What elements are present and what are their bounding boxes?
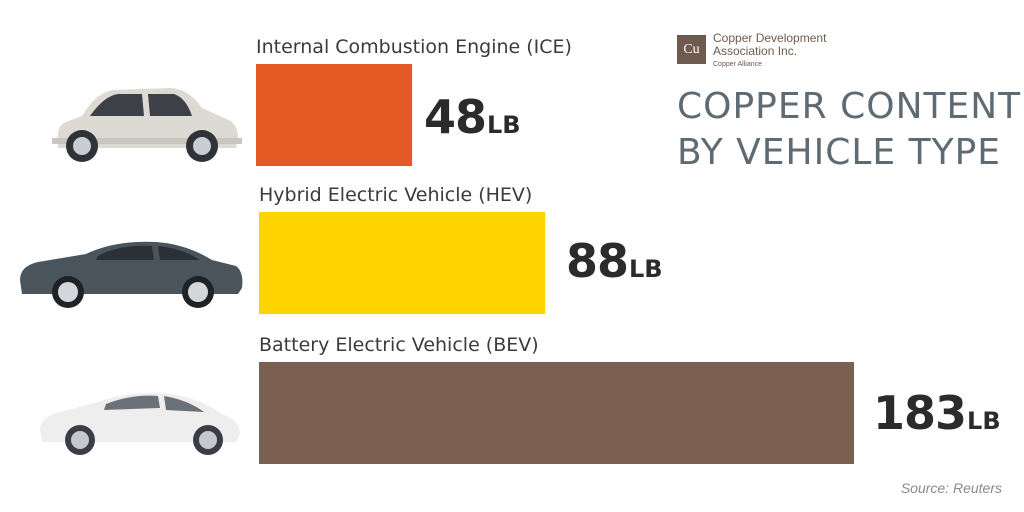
- value-number-bev: 183: [873, 386, 967, 440]
- hatchback-car-icon: [52, 88, 242, 162]
- chart-title: COPPER CONTENT BY VEHICLE TYPE: [677, 84, 1021, 176]
- value-number-hev: 88: [566, 234, 629, 288]
- value-unit-bev: LB: [967, 407, 1001, 435]
- chart-title-line2: BY VEHICLE TYPE: [677, 132, 1002, 173]
- bar-hev: [259, 212, 546, 314]
- sports-sedan-car-icon: [40, 393, 240, 455]
- source-note: Source: Reuters: [900, 480, 1002, 496]
- value-label-hev: 88LB: [566, 234, 663, 288]
- logo-tagline: Copper Alliance: [713, 61, 763, 68]
- value-unit-ice: LB: [487, 111, 521, 139]
- bar-ice: [256, 64, 413, 166]
- category-label-bev: Battery Electric Vehicle (BEV): [259, 334, 539, 356]
- chart-title-line1: COPPER CONTENT: [677, 86, 1022, 127]
- value-number-ice: 48: [424, 90, 487, 144]
- logo-org-name: Copper Development Association Inc.: [713, 31, 827, 58]
- category-label-hev: Hybrid Electric Vehicle (HEV): [259, 184, 533, 206]
- logo-text: Copper Development Association Inc. Copp…: [713, 31, 833, 69]
- value-label-bev: 183LB: [873, 386, 1001, 440]
- category-label-ice: Internal Combustion Engine (ICE): [256, 36, 572, 58]
- copper-logo-icon: Cu: [677, 35, 706, 64]
- value-label-ice: 48LB: [424, 90, 521, 144]
- value-unit-hev: LB: [629, 255, 663, 283]
- sedan-car-icon: [20, 241, 243, 308]
- bar-bev: [259, 362, 854, 464]
